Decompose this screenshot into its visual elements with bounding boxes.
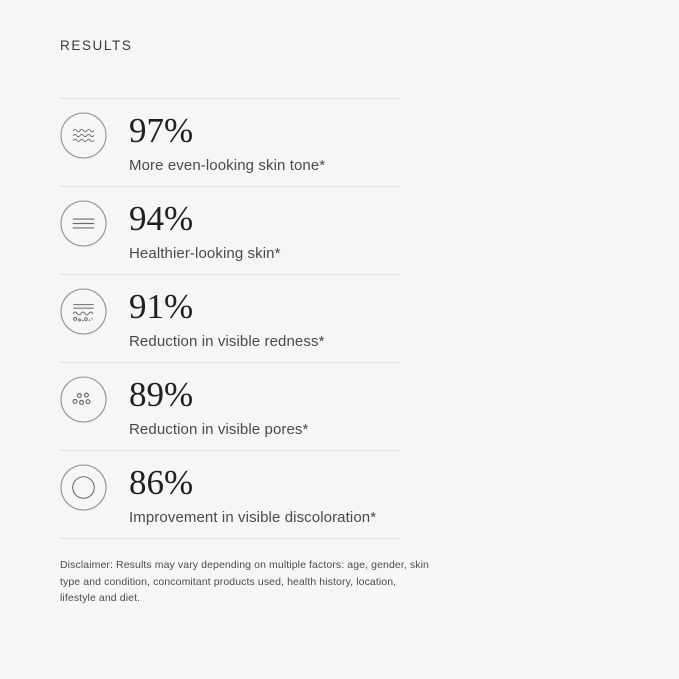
result-text: 89% Reduction in visible pores*	[129, 375, 309, 438]
result-percent: 86%	[129, 463, 194, 502]
result-text: 91% Reduction in visible redness*	[129, 287, 325, 350]
result-label: More even-looking skin tone*	[129, 157, 326, 174]
result-row: 97% More even-looking skin tone*	[60, 98, 400, 186]
result-text: 97% More even-looking skin tone*	[129, 111, 326, 174]
discoloration-icon	[60, 464, 107, 511]
pores-icon	[60, 376, 107, 423]
result-label: Improvement in visible discoloration*	[129, 509, 377, 526]
result-label: Healthier-looking skin*	[129, 245, 281, 262]
disclaimer-text: Disclaimer: Results may vary depending o…	[60, 559, 429, 604]
lines-icon	[60, 200, 107, 247]
result-percent: 89%	[129, 375, 194, 414]
result-percent: 97%	[129, 111, 194, 150]
result-text: 86% Improvement in visible discoloration…	[129, 463, 377, 526]
results-heading: RESULTS	[60, 38, 133, 53]
result-percent: 94%	[129, 199, 194, 238]
results-list: 97% More even-looking skin tone* 94% Hea…	[60, 98, 400, 539]
result-text: 94% Healthier-looking skin*	[129, 199, 281, 262]
result-row: 89% Reduction in visible pores*	[60, 362, 400, 450]
results-panel: RESULTS 97% More even-looking skin tone*	[60, 38, 432, 607]
result-row: 94% Healthier-looking skin*	[60, 186, 400, 274]
redness-icon	[60, 288, 107, 335]
result-percent: 91%	[129, 287, 194, 326]
result-label: Reduction in visible redness*	[129, 333, 325, 350]
result-row: 86% Improvement in visible discoloration…	[60, 450, 400, 538]
result-label: Reduction in visible pores*	[129, 421, 309, 438]
waves-icon	[60, 112, 107, 159]
result-row: 91% Reduction in visible redness*	[60, 274, 400, 362]
